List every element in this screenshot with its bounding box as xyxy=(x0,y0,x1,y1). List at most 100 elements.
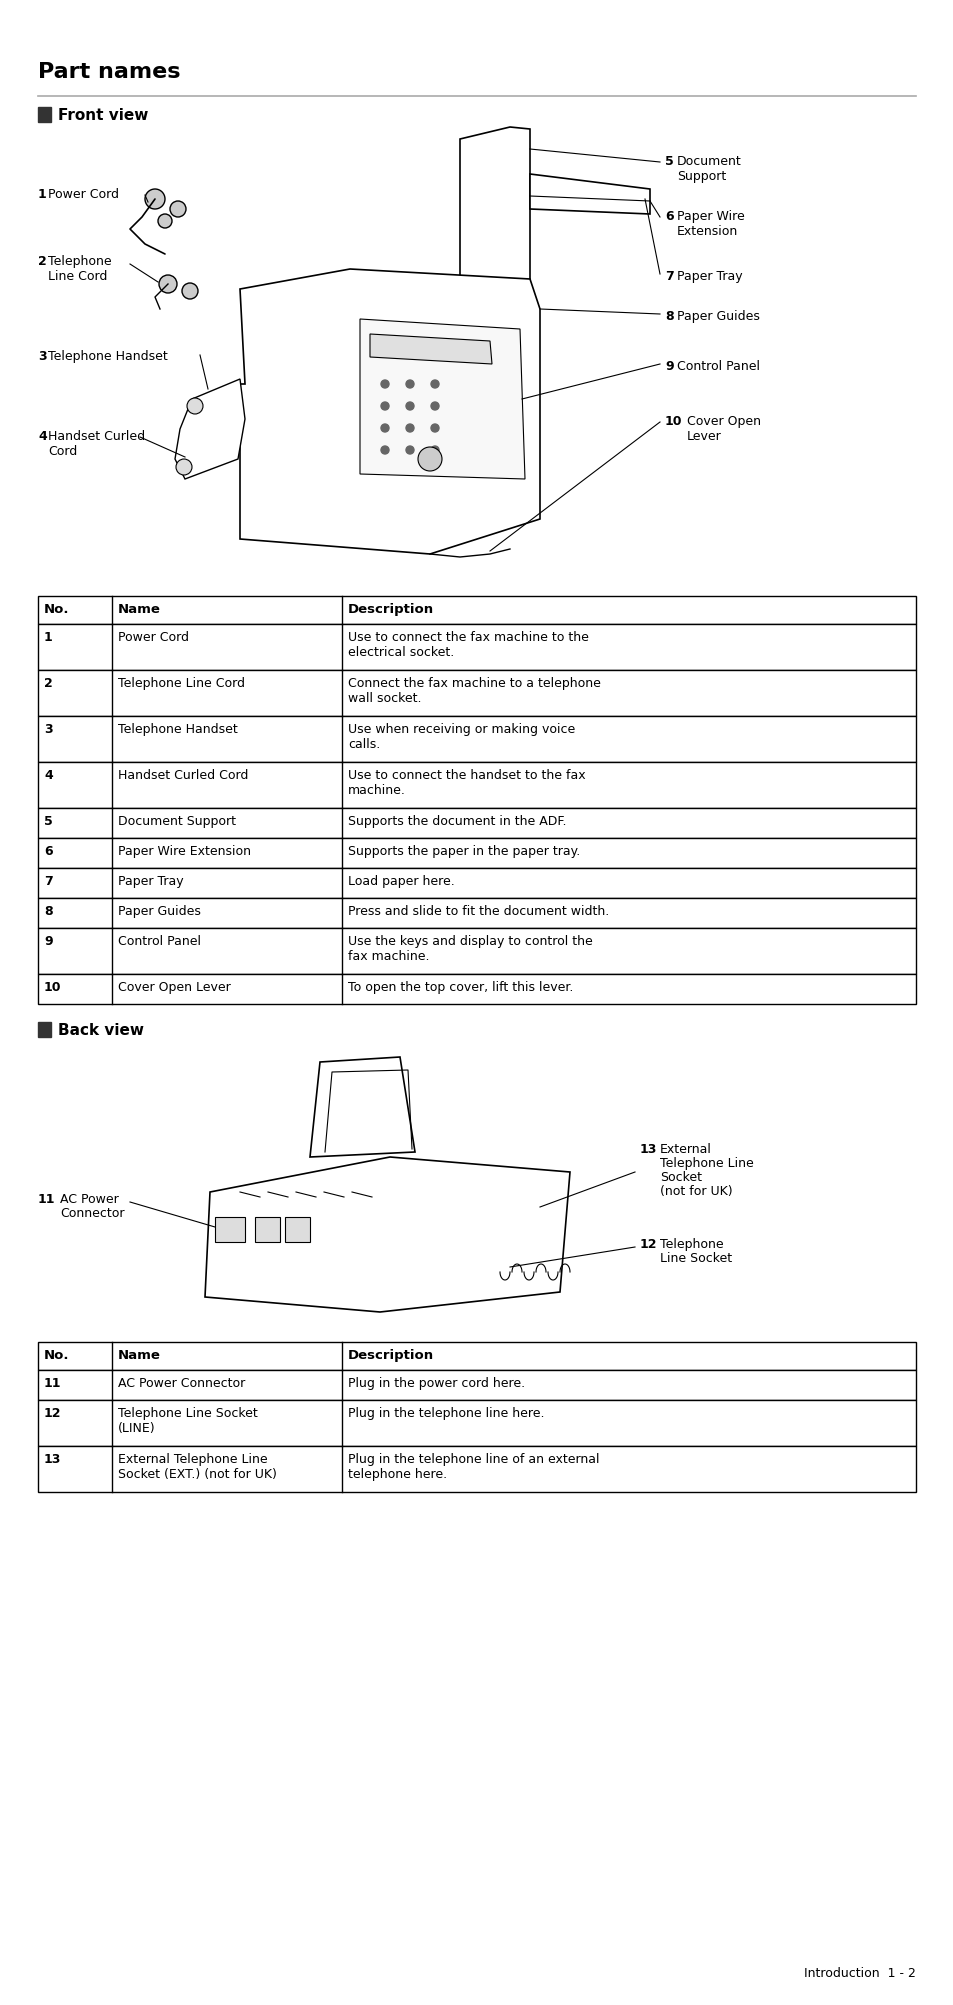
Text: Load paper here.: Load paper here. xyxy=(348,874,455,888)
Text: Telephone Line Socket
(LINE): Telephone Line Socket (LINE) xyxy=(118,1406,257,1434)
Text: Paper Guides: Paper Guides xyxy=(677,311,760,323)
Bar xyxy=(38,898,915,928)
Polygon shape xyxy=(459,128,530,311)
Circle shape xyxy=(380,447,389,455)
Polygon shape xyxy=(205,1157,569,1313)
Bar xyxy=(38,838,915,868)
Text: Telephone Handset: Telephone Handset xyxy=(48,349,168,363)
Bar xyxy=(38,626,915,670)
Text: 13: 13 xyxy=(639,1143,657,1155)
Text: Plug in the telephone line here.: Plug in the telephone line here. xyxy=(348,1406,544,1420)
Text: Support: Support xyxy=(677,170,725,182)
Circle shape xyxy=(431,425,438,433)
Text: Paper Wire Extension: Paper Wire Extension xyxy=(118,844,251,858)
Text: Plug in the telephone line of an external
telephone here.: Plug in the telephone line of an externa… xyxy=(348,1452,598,1480)
Circle shape xyxy=(431,381,438,389)
Text: Telephone Line Cord: Telephone Line Cord xyxy=(118,676,245,690)
Text: Back view: Back view xyxy=(58,1023,144,1037)
Text: 8: 8 xyxy=(664,311,673,323)
Circle shape xyxy=(406,381,414,389)
Bar xyxy=(254,1217,280,1243)
Circle shape xyxy=(417,447,441,471)
Text: 2: 2 xyxy=(38,255,47,269)
Text: External Telephone Line
Socket (EXT.) (not for UK): External Telephone Line Socket (EXT.) (n… xyxy=(118,1452,276,1480)
Text: Plug in the power cord here.: Plug in the power cord here. xyxy=(348,1375,524,1389)
Text: Cover Open Lever: Cover Open Lever xyxy=(118,980,231,994)
Circle shape xyxy=(406,447,414,455)
Text: 1: 1 xyxy=(38,188,47,200)
Text: Description: Description xyxy=(348,1347,434,1361)
Bar xyxy=(38,1341,915,1369)
Text: No.: No. xyxy=(44,1347,70,1361)
Text: Line Cord: Line Cord xyxy=(48,271,108,283)
Text: Description: Description xyxy=(348,604,434,616)
Circle shape xyxy=(431,447,438,455)
Text: Lever: Lever xyxy=(686,429,721,443)
Bar xyxy=(285,1217,310,1243)
Text: Line Socket: Line Socket xyxy=(659,1251,731,1265)
Circle shape xyxy=(175,459,192,475)
Text: Paper Tray: Paper Tray xyxy=(118,874,183,888)
Text: Use the keys and display to control the
fax machine.: Use the keys and display to control the … xyxy=(348,934,592,962)
Text: Extension: Extension xyxy=(677,225,738,239)
Text: AC Power: AC Power xyxy=(60,1193,118,1205)
Text: Use to connect the handset to the fax
machine.: Use to connect the handset to the fax ma… xyxy=(348,768,585,796)
Text: Supports the document in the ADF.: Supports the document in the ADF. xyxy=(348,814,566,828)
Circle shape xyxy=(380,381,389,389)
Text: Paper Guides: Paper Guides xyxy=(118,904,201,918)
Bar xyxy=(38,670,915,716)
Text: Press and slide to fit the document width.: Press and slide to fit the document widt… xyxy=(348,904,609,918)
Text: Cover Open: Cover Open xyxy=(686,415,760,427)
Polygon shape xyxy=(359,321,524,479)
Text: Control Panel: Control Panel xyxy=(118,934,201,948)
Text: 13: 13 xyxy=(44,1452,61,1466)
Text: 4: 4 xyxy=(44,768,52,782)
Polygon shape xyxy=(530,174,649,215)
Text: Introduction  1 - 2: Introduction 1 - 2 xyxy=(803,1967,915,1979)
Polygon shape xyxy=(310,1057,415,1157)
Text: Paper Wire: Paper Wire xyxy=(677,211,744,223)
Text: Cord: Cord xyxy=(48,445,77,457)
Circle shape xyxy=(380,425,389,433)
Circle shape xyxy=(182,285,198,301)
Text: Use to connect the fax machine to the
electrical socket.: Use to connect the fax machine to the el… xyxy=(348,632,588,660)
Text: Name: Name xyxy=(118,604,161,616)
Text: Document Support: Document Support xyxy=(118,814,235,828)
Text: Part names: Part names xyxy=(38,62,180,82)
Text: 8: 8 xyxy=(44,904,52,918)
Bar xyxy=(38,762,915,808)
Text: 9: 9 xyxy=(44,934,52,948)
Bar xyxy=(38,868,915,898)
Text: 7: 7 xyxy=(664,271,673,283)
Bar xyxy=(38,1369,915,1399)
Text: To open the top cover, lift this lever.: To open the top cover, lift this lever. xyxy=(348,980,573,994)
Text: Telephone: Telephone xyxy=(659,1237,723,1251)
Bar xyxy=(38,974,915,1005)
Bar xyxy=(38,928,915,974)
Text: 11: 11 xyxy=(44,1375,61,1389)
Text: 12: 12 xyxy=(639,1237,657,1251)
Circle shape xyxy=(431,403,438,411)
Text: 10: 10 xyxy=(44,980,61,994)
Text: 6: 6 xyxy=(664,211,673,223)
Bar xyxy=(38,716,915,762)
Circle shape xyxy=(380,403,389,411)
Text: 1: 1 xyxy=(44,632,52,644)
Circle shape xyxy=(158,215,172,229)
Text: Name: Name xyxy=(118,1347,161,1361)
Text: Document: Document xyxy=(677,154,741,168)
Circle shape xyxy=(187,399,203,415)
Text: Socket: Socket xyxy=(659,1171,701,1183)
Bar xyxy=(38,1399,915,1446)
Text: External: External xyxy=(659,1143,711,1155)
Text: 3: 3 xyxy=(44,722,52,736)
Text: (not for UK): (not for UK) xyxy=(659,1185,732,1197)
Text: Paper Tray: Paper Tray xyxy=(677,271,741,283)
Text: Use when receiving or making voice
calls.: Use when receiving or making voice calls… xyxy=(348,722,575,750)
Text: Supports the paper in the paper tray.: Supports the paper in the paper tray. xyxy=(348,844,579,858)
Text: 4: 4 xyxy=(38,429,47,443)
Bar xyxy=(38,597,915,626)
Bar xyxy=(38,808,915,838)
Text: 3: 3 xyxy=(38,349,47,363)
Text: Control Panel: Control Panel xyxy=(677,359,760,373)
